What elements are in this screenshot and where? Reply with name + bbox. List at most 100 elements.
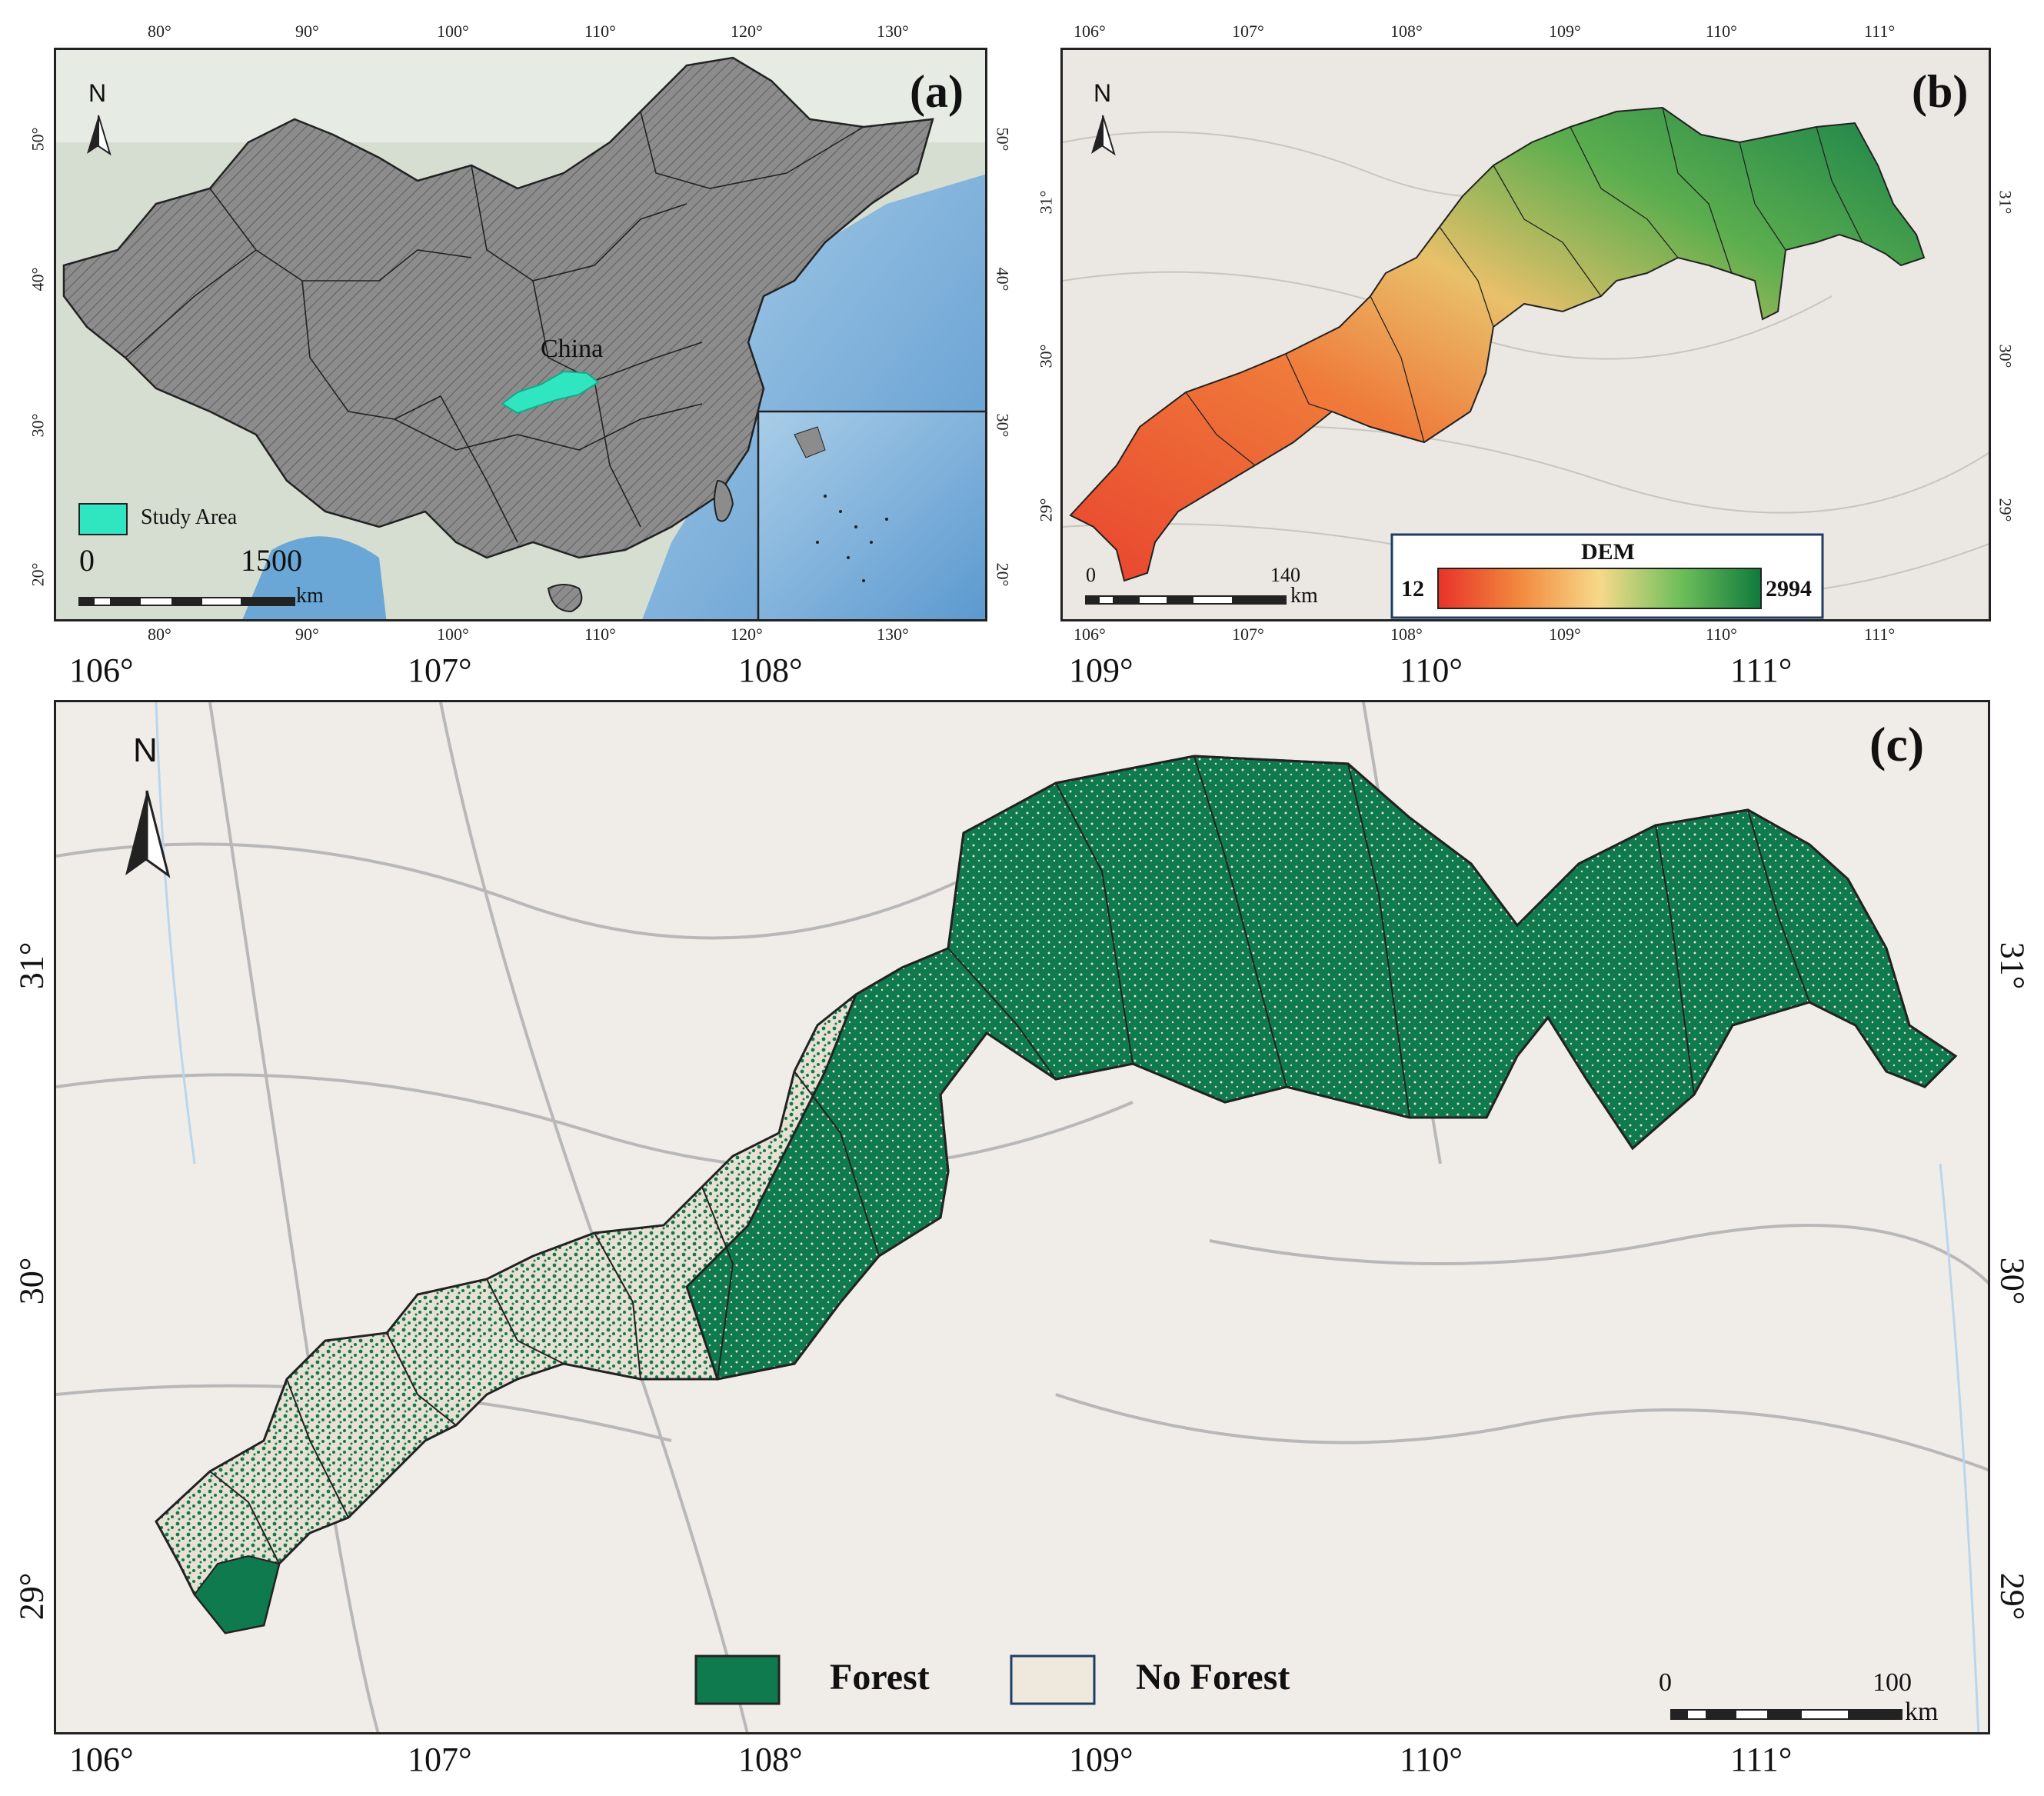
lat-tick: 30°	[12, 1257, 51, 1305]
lon-tick: 107°	[1232, 625, 1264, 644]
lat-tick: 50°	[28, 127, 48, 152]
lat-tick: 50°	[993, 127, 1013, 152]
study-area-shape	[501, 370, 600, 415]
lon-tick: 120°	[731, 625, 763, 644]
lon-tick: 90°	[295, 625, 319, 644]
north-label: N	[1094, 79, 1112, 107]
lon-tick: 107°	[408, 651, 472, 689]
lon-tick: 100°	[437, 625, 469, 644]
dem-color-ramp	[1437, 568, 1762, 609]
forest-map-svg	[56, 702, 1988, 1732]
dem-legend-title: DEM	[1581, 539, 1635, 565]
dem-legend-min: 12	[1401, 576, 1424, 601]
panel-a-scalebar	[78, 597, 295, 606]
north-arrow-icon	[87, 115, 112, 156]
scale-unit: km	[296, 584, 324, 608]
lat-tick: 31°	[1036, 190, 1056, 215]
dem-map-svg	[1063, 50, 1989, 619]
county-boundaries	[1185, 107, 1863, 466]
lon-tick: 80°	[148, 22, 171, 41]
dem-legend-max: 2994	[1766, 576, 1812, 601]
lon-tick: 110°	[1706, 22, 1737, 41]
lon-tick: 120°	[731, 22, 763, 41]
lat-tick: 29°	[1036, 498, 1056, 522]
north-label: N	[88, 79, 107, 107]
lat-tick: 29°	[12, 1572, 51, 1621]
lat-tick: 30°	[1996, 344, 2016, 368]
lon-tick: 108°	[1390, 22, 1423, 41]
study-area-legend-swatch	[78, 503, 128, 535]
north-arrow-icon	[125, 790, 171, 878]
lon-tick: 106°	[1074, 22, 1106, 41]
china-land	[62, 56, 934, 559]
lat-tick: 29°	[1996, 498, 2016, 522]
scale-start: 0	[1086, 564, 1096, 586]
lon-tick: 111°	[1730, 651, 1793, 689]
rivers	[155, 702, 1980, 1732]
lon-tick: 109°	[1549, 625, 1581, 644]
lat-tick: 30°	[28, 413, 48, 438]
scale-start: 0	[79, 543, 95, 578]
lon-tick: 110°	[1400, 1741, 1463, 1778]
panel-b-scalebar	[1085, 595, 1287, 605]
china-map-svg	[56, 50, 985, 619]
panel-label-b: (b)	[1912, 66, 1969, 117]
lat-tick: 31°	[12, 941, 51, 990]
panel-a-china-map: N (a) China Study Area 0 1500 km	[54, 48, 987, 621]
lon-tick: 111°	[1730, 1741, 1793, 1778]
lon-tick: 130°	[877, 625, 909, 644]
lat-tick: 20°	[993, 562, 1013, 587]
panel-c-scalebar	[1670, 1709, 1903, 1720]
inset-island	[794, 426, 826, 458]
lat-tick: 20°	[28, 562, 48, 587]
panel-label-c: (c)	[1869, 717, 1925, 771]
scale-end: 140	[1270, 564, 1300, 586]
lon-tick: 111°	[1864, 22, 1896, 41]
scale-start: 0	[1659, 1668, 1672, 1697]
lat-tick: 31°	[1996, 190, 2016, 215]
scale-unit: km	[1905, 1698, 1939, 1726]
lon-tick: 110°	[584, 625, 616, 644]
inset-islands-dots	[816, 495, 888, 582]
panel-c-forest-map: N (c) Forest No Forest 0 100 km	[54, 700, 1990, 1734]
lon-tick: 100°	[437, 22, 469, 41]
lon-tick: 106°	[1074, 625, 1106, 644]
lon-tick: 111°	[1864, 625, 1896, 644]
no-forest-legend-label: No Forest	[1136, 1657, 1290, 1698]
lon-tick: 110°	[1706, 625, 1737, 644]
county-boundaries	[209, 755, 1810, 1564]
lon-tick: 109°	[1549, 22, 1581, 41]
lon-tick: 80°	[148, 625, 171, 644]
study-area-dem	[1069, 106, 1926, 582]
forest-legend-swatch	[694, 1654, 781, 1705]
lon-tick: 130°	[877, 22, 909, 41]
lon-tick: 106°	[69, 1741, 134, 1778]
lon-tick: 107°	[1232, 22, 1264, 41]
study-area-legend-label: Study Area	[141, 505, 238, 529]
lat-tick: 30°	[993, 413, 1013, 438]
no-forest-legend-swatch	[1010, 1654, 1096, 1705]
lat-tick: 29°	[1993, 1572, 2032, 1621]
province-boundaries	[125, 111, 864, 543]
lat-tick: 40°	[993, 267, 1013, 292]
lon-tick: 109°	[1069, 651, 1134, 689]
forest-legend-label: Forest	[830, 1657, 930, 1698]
lat-tick: 40°	[28, 267, 48, 292]
north-label: N	[133, 731, 158, 769]
lon-tick: 109°	[1069, 1741, 1134, 1778]
lon-tick: 110°	[1400, 651, 1463, 689]
hainan-island	[547, 584, 583, 613]
scale-unit: km	[1290, 584, 1318, 608]
lat-tick: 30°	[1036, 344, 1056, 368]
north-arrow-icon	[1091, 115, 1116, 156]
lon-tick: 108°	[738, 1741, 803, 1778]
lon-tick: 90°	[295, 22, 319, 41]
roads	[56, 702, 1988, 1732]
scale-end: 100	[1873, 1668, 1912, 1697]
lon-tick: 106°	[69, 651, 134, 689]
lat-tick: 30°	[1993, 1257, 2032, 1305]
china-label: China	[541, 335, 604, 363]
lon-tick: 108°	[738, 651, 803, 689]
panel-label-a: (a)	[910, 66, 964, 117]
lon-tick: 108°	[1390, 625, 1423, 644]
